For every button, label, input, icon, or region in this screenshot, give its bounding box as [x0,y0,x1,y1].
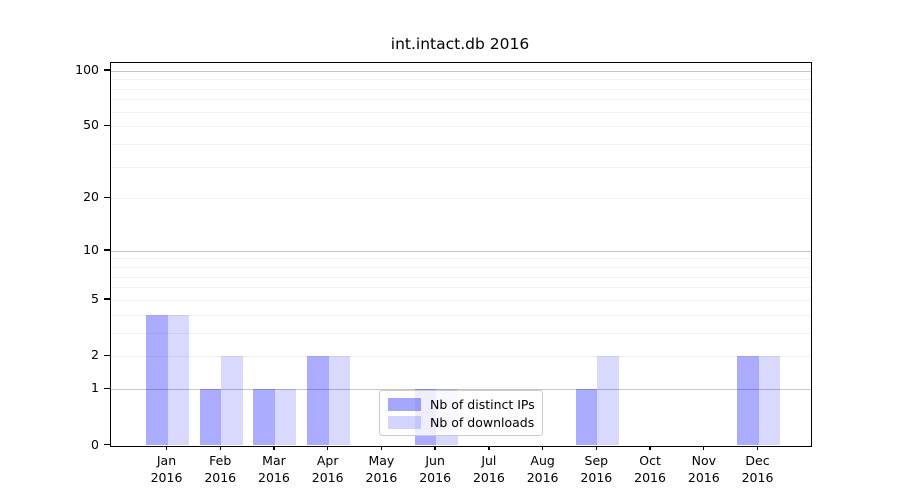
x-tick [756,445,759,451]
y-axis-tick-label: 20 [83,189,99,205]
major-gridline [111,250,811,252]
bar-distinct-ips-feb [199,389,222,446]
minor-gridline [111,79,811,81]
minor-gridline [111,267,811,269]
legend: Nb of distinct IPs Nb of downloads [379,390,543,436]
bar-distinct-ips-jan [146,314,168,446]
legend-label: Nb of downloads [430,414,535,430]
bar-downloads-feb [221,356,243,446]
legend-item-downloads: Nb of downloads [388,415,542,430]
bar-downloads-mar [274,389,297,446]
bar-distinct-ips-sep [575,389,598,446]
y-tick [104,124,110,127]
minor-gridline [111,198,811,200]
y-axis-tick-label: 0 [91,436,99,452]
y-axis-tick-label: 100 [75,61,99,77]
x-axis-tick-label: Mar 2016 [258,452,290,485]
x-tick [541,445,544,451]
x-axis-tick-label: Aug 2016 [526,452,559,485]
x-axis-tick-label: Jan 2016 [150,452,183,485]
y-tick [104,196,110,199]
minor-gridline [111,299,811,301]
minor-gridline [111,276,811,278]
major-gridline [111,389,811,391]
x-tick [595,445,598,451]
x-tick [649,445,651,451]
x-axis-tick-label: Sep 2016 [580,452,613,485]
minor-gridline [111,332,811,334]
minor-gridline [111,99,811,101]
minor-gridline [111,126,811,128]
legend-item-distinct-ips: Nb of distinct IPs [388,397,542,412]
x-tick [219,445,221,451]
legend-swatch-distinct-ips-icon [388,397,421,411]
x-axis-tick-label: Oct 2016 [634,452,666,485]
y-axis-tick-label: 50 [83,117,99,133]
x-tick [434,445,436,451]
minor-gridline [111,314,811,316]
x-axis-tick-label: Apr 2016 [311,452,344,485]
minor-gridline [111,287,811,289]
legend-swatch-downloads-icon [388,415,421,429]
x-axis-tick-label: May 2016 [365,452,398,485]
x-axis-tick-label: Feb 2016 [204,452,237,485]
bar-downloads-dec [758,356,781,446]
x-axis-tick-label: Nov 2016 [687,452,720,485]
y-tick [104,69,110,71]
minor-gridline [111,166,811,168]
x-axis-tick-label: Jul 2016 [472,452,505,485]
x-tick [380,445,383,451]
x-tick [273,445,275,451]
minor-gridline [111,258,811,260]
y-tick [104,249,110,251]
bar-downloads-apr [328,356,351,446]
y-tick [104,444,110,446]
x-tick [488,445,490,451]
bar-distinct-ips-mar [253,389,275,446]
minor-gridline [111,88,811,90]
y-tick [104,354,110,357]
x-axis-tick-label: Jun 2016 [419,452,452,485]
y-axis-tick-label: 10 [83,241,99,257]
chart-title: int.intact.db 2016 [390,35,530,53]
y-tick [104,387,110,390]
x-tick [326,445,329,451]
plot-area [110,62,812,447]
y-axis-tick-label: 1 [91,380,99,396]
y-axis-tick-label: 5 [91,290,99,306]
x-axis-tick-label: Dec 2016 [741,452,774,485]
x-tick [703,445,705,451]
bar-downloads-sep [597,356,619,446]
bar-distinct-ips-apr [307,356,329,446]
minor-gridline [111,356,811,358]
x-tick [165,445,168,451]
legend-label: Nb of distinct IPs [430,396,535,412]
y-axis-tick-label: 2 [91,347,99,363]
bar-downloads-jan [167,314,189,446]
y-tick [104,298,110,300]
major-gridline [111,70,811,72]
minor-gridline [111,111,811,113]
bar-distinct-ips-dec [737,356,759,446]
minor-gridline [111,143,811,145]
